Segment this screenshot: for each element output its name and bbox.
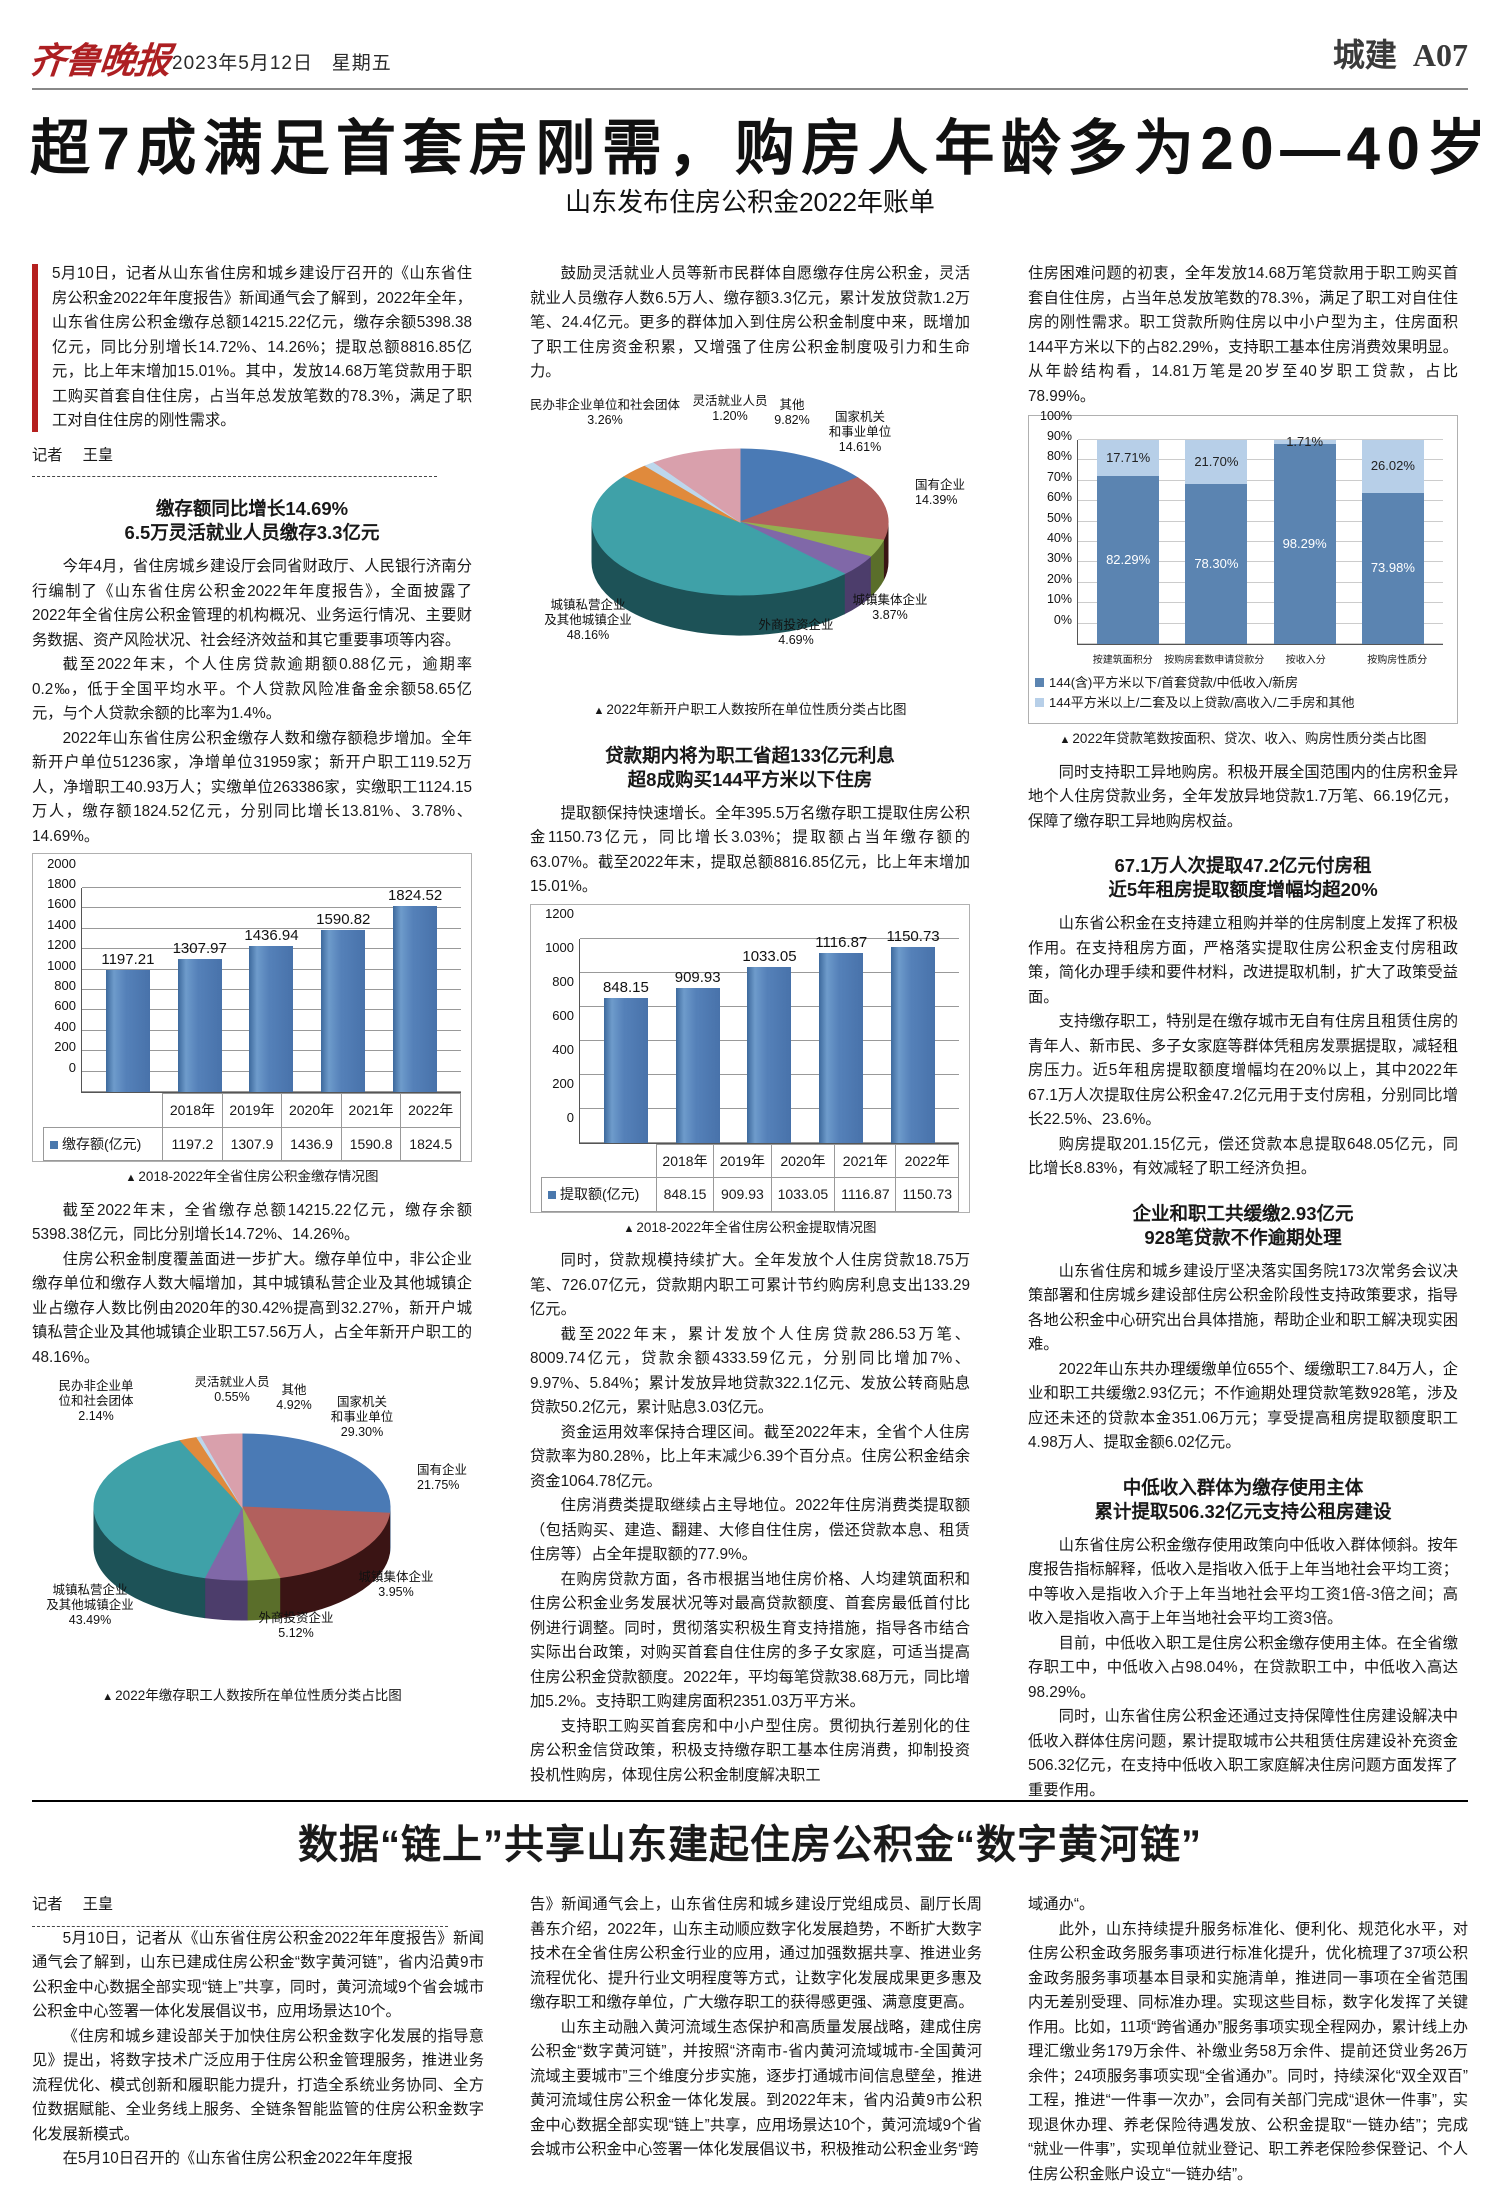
svg-text:其他4.92%: 其他 4.92% (276, 1383, 311, 1412)
svg-text:其他9.82%: 其他 9.82% (774, 398, 809, 427)
